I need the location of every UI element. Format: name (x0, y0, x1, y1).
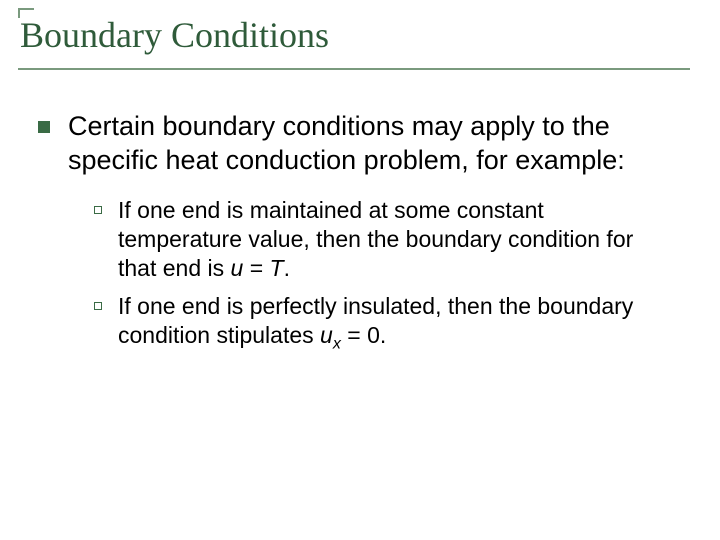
variable-u: u (231, 255, 244, 281)
level2-group: If one end is maintained at some constan… (94, 196, 660, 355)
text-suffix: . (284, 255, 290, 281)
square-outline-bullet-icon (94, 302, 102, 310)
title-bar: Boundary Conditions (18, 14, 690, 64)
level1-text: Certain boundary conditions may apply to… (68, 110, 660, 178)
subscript-x: x (333, 335, 341, 353)
slide: Boundary Conditions Certain boundary con… (0, 0, 720, 540)
text-prefix: If one end is maintained at some constan… (118, 197, 633, 282)
slide-title: Boundary Conditions (18, 14, 690, 56)
level2-text: If one end is perfectly insulated, then … (118, 292, 660, 355)
bullet-level2: If one end is perfectly insulated, then … (94, 292, 660, 355)
square-bullet-icon (38, 121, 50, 133)
title-tick-horizontal (18, 8, 34, 10)
level2-text: If one end is maintained at some constan… (118, 196, 660, 284)
square-outline-bullet-icon (94, 206, 102, 214)
variable-u: u (320, 322, 333, 348)
slide-body: Certain boundary conditions may apply to… (38, 110, 660, 362)
equals: = (243, 255, 269, 281)
variable-T: T (270, 255, 284, 281)
title-underline (18, 68, 690, 70)
equals-zero: = 0. (341, 322, 386, 348)
bullet-level1: Certain boundary conditions may apply to… (38, 110, 660, 178)
bullet-level2: If one end is maintained at some constan… (94, 196, 660, 284)
title-tick-vertical (18, 8, 20, 18)
